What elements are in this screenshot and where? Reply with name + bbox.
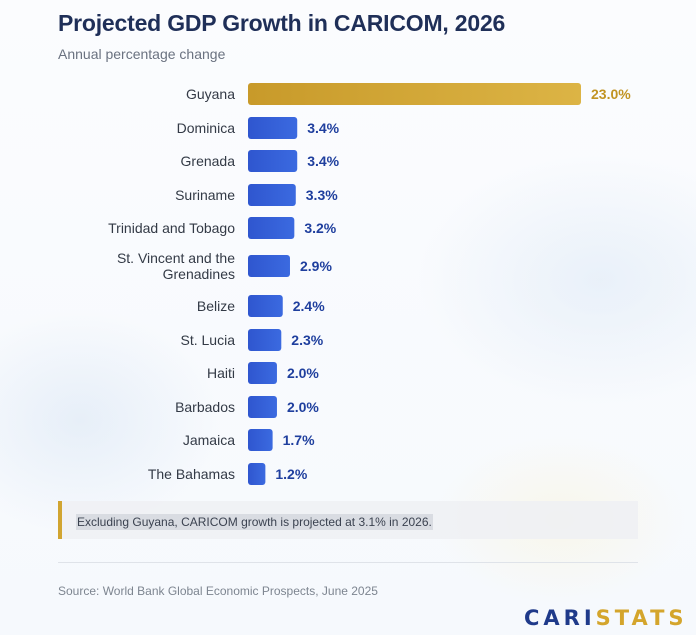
value-label: 2.0% [287, 365, 319, 381]
category-label: Barbados [175, 399, 235, 415]
value-label: 3.3% [306, 187, 338, 203]
value-label: 2.9% [300, 258, 332, 274]
bar-st-vincent-and-the-grenadines [248, 255, 290, 277]
bar-belize [248, 295, 283, 317]
bar-dominica [248, 117, 298, 139]
bar-st-lucia [248, 329, 282, 351]
category-label: St. Lucia [181, 332, 236, 348]
value-label: 3.2% [304, 220, 336, 236]
category-label: Jamaica [183, 432, 235, 448]
value-label: 3.4% [307, 120, 339, 136]
value-label: 2.3% [291, 332, 323, 348]
chart-subtitle: Annual percentage change [58, 46, 226, 62]
bar-trinidad-and-tobago [248, 217, 295, 239]
source-text: Source: World Bank Global Economic Prosp… [58, 584, 378, 598]
category-label: St. Vincent and the Grenadines [117, 250, 235, 282]
bar-haiti [248, 362, 277, 384]
category-label: Belize [197, 298, 235, 314]
bar-grenada [248, 150, 298, 172]
chart-title: Projected GDP Growth in CARICOM, 2026 [58, 10, 506, 36]
category-label: The Bahamas [148, 466, 235, 482]
category-label: Trinidad and Tobago [108, 220, 235, 236]
category-label: Dominica [177, 120, 236, 136]
divider [58, 562, 638, 563]
category-label: Suriname [175, 187, 235, 203]
category-label: Grenada [181, 153, 236, 169]
category-label: Haiti [207, 365, 235, 381]
value-label: 2.0% [287, 399, 319, 415]
note-text: Excluding Guyana, CARICOM growth is proj… [76, 514, 433, 530]
bar-the-bahamas [248, 463, 266, 485]
value-label: 2.4% [293, 298, 325, 314]
bar-suriname [248, 184, 296, 206]
value-label: 1.2% [275, 466, 307, 482]
category-label: Guyana [186, 86, 235, 102]
bar-guyana [248, 83, 581, 105]
bar-barbados [248, 396, 277, 418]
value-label: 23.0% [591, 86, 631, 102]
caristats-logo: CARISTATS [524, 606, 688, 630]
note-callout: Excluding Guyana, CARICOM growth is proj… [58, 501, 638, 539]
logo-part-1: CARI [524, 606, 596, 630]
bar-chart: Guyana 23.0% Dominica 3.4% Grenada 3.4% Surina… [108, 83, 631, 485]
value-label: 1.7% [283, 432, 315, 448]
bar-jamaica [248, 429, 273, 451]
logo-part-2: STATS [595, 606, 688, 630]
value-label: 3.4% [307, 153, 339, 169]
